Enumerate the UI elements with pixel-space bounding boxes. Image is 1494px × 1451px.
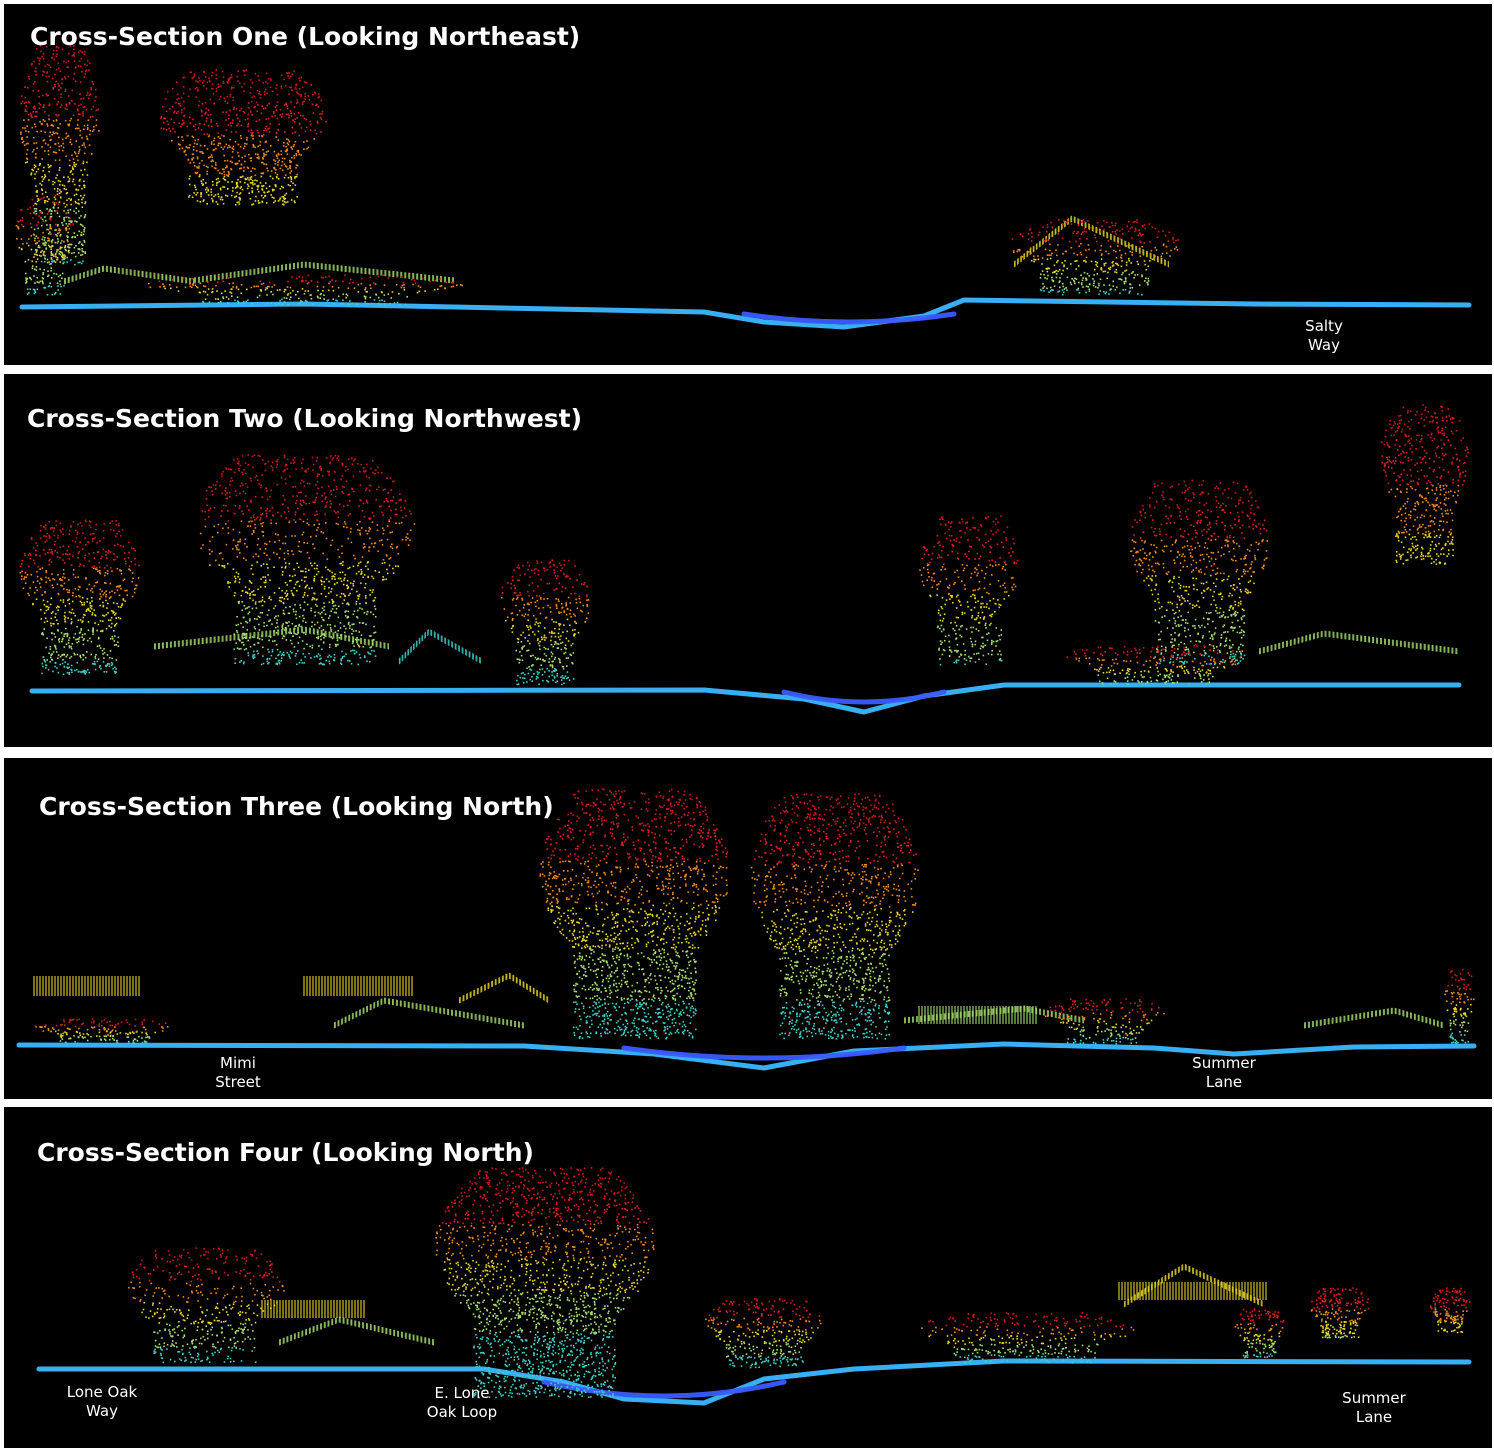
cross-section-one-point-cloud	[15, 45, 1472, 330]
panel-title: Cross-Section Two (Looking Northwest)	[27, 404, 583, 433]
tree-canopy	[750, 793, 919, 1040]
shrub-cloud	[1310, 1287, 1370, 1339]
road-label-lone-oak-way: Lone Oak Way	[67, 1383, 137, 1421]
road-label-mimi-street: Mimi Street	[215, 1054, 261, 1092]
channel-line	[741, 311, 957, 325]
tree-canopy	[1381, 404, 1469, 565]
road-label-summer-lane: Summer Lane	[1192, 1054, 1256, 1092]
understory-cloud	[148, 274, 463, 306]
road-label-line: Summer	[1342, 1389, 1406, 1407]
ground-line	[16, 1041, 1477, 1071]
house-roof	[63, 265, 195, 285]
channel-line	[621, 1045, 907, 1061]
road-label-salty-way: Salty Way	[1305, 317, 1343, 355]
understory-cloud	[921, 1312, 1135, 1364]
house-roof	[193, 261, 455, 284]
road-label-line: Lone Oak	[66, 1383, 138, 1401]
channel-line	[541, 1379, 787, 1399]
road-label-line: Way	[1308, 336, 1340, 354]
tree-canopy	[20, 45, 100, 266]
road-label-line: Lane	[1205, 1073, 1243, 1091]
road-label-line: Salty	[1305, 317, 1343, 335]
ground-line	[29, 682, 1462, 715]
tree-canopy	[919, 515, 1019, 666]
flat-roof	[303, 976, 413, 996]
house-roof	[1013, 215, 1170, 268]
tree-canopy	[199, 454, 416, 666]
cross-section-three-point-cloud	[16, 788, 1477, 1071]
road-label-line: Street	[215, 1073, 261, 1091]
understory-cloud	[1066, 644, 1242, 686]
house-roof	[458, 972, 550, 1004]
cross-section-four-panel: Cross-Section Four (Looking North) Lone …	[4, 1107, 1492, 1448]
tree-canopy	[435, 1167, 655, 1399]
shrub-cloud	[1430, 1287, 1471, 1334]
panel-title: Cross-Section Three (Looking North)	[39, 792, 554, 821]
tree-canopy	[160, 69, 327, 206]
tree-canopy	[1129, 479, 1268, 666]
cross-section-two-panel: Cross-Section Two (Looking Northwest)	[4, 374, 1492, 747]
cross-section-one-panel: Cross-Section One (Looking Northeast) Sa…	[4, 4, 1492, 365]
road-label-line: Lane	[1355, 1408, 1393, 1426]
house-roof	[398, 628, 483, 665]
cross-section-three-panel: Cross-Section Three (Looking North) Mimi…	[4, 758, 1492, 1099]
panel-title: Cross-Section One (Looking Northeast)	[30, 22, 581, 51]
cross-section-four-point-cloud	[36, 1167, 1472, 1406]
flat-roof	[261, 1300, 365, 1318]
shrub-cloud	[15, 194, 74, 296]
ground-line	[19, 297, 1472, 330]
cross-section-two-point-cloud	[19, 404, 1469, 715]
road-label-line: Summer	[1192, 1054, 1256, 1072]
road-label-line: E. Lone	[434, 1384, 490, 1402]
house-roof	[1258, 630, 1460, 655]
house-roof	[153, 626, 390, 650]
understory-cloud	[1044, 998, 1165, 1045]
road-label-line: Mimi	[220, 1054, 256, 1072]
road-label-summer-lane: Summer Lane	[1342, 1389, 1406, 1427]
shrub-cloud	[1234, 1308, 1285, 1359]
understory-cloud	[34, 1018, 169, 1045]
road-label-line: Oak Loop	[426, 1403, 498, 1421]
house-cloud	[1011, 219, 1179, 296]
shrub-cloud	[705, 1298, 822, 1369]
channel-line	[781, 689, 947, 705]
flat-roof	[33, 976, 140, 996]
shrub-cloud	[1444, 968, 1475, 1044]
panel-title: Cross-Section Four (Looking North)	[37, 1138, 534, 1167]
house-roof	[1303, 1007, 1445, 1029]
tree-canopy	[19, 519, 140, 676]
road-label-e-lone-oak-loop: E. Lone Oak Loop	[427, 1384, 497, 1422]
tree-canopy	[500, 559, 590, 686]
ground-line	[36, 1358, 1472, 1406]
road-label-line: Way	[86, 1402, 118, 1420]
house-roof	[333, 997, 525, 1029]
house-roof	[278, 1316, 435, 1346]
tree-canopy	[539, 788, 728, 1040]
tree-canopy	[128, 1247, 285, 1364]
